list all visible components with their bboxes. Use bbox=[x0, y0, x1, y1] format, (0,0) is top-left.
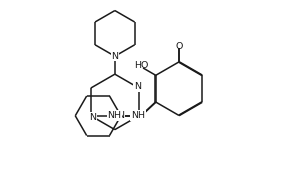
Text: N: N bbox=[117, 111, 124, 120]
Text: HO: HO bbox=[134, 61, 148, 70]
Text: NH: NH bbox=[131, 111, 145, 120]
Text: N: N bbox=[134, 82, 141, 91]
Text: N: N bbox=[134, 113, 141, 122]
Text: N: N bbox=[111, 52, 118, 61]
Text: O: O bbox=[175, 42, 183, 51]
Text: N: N bbox=[89, 113, 96, 122]
Text: NH: NH bbox=[107, 111, 121, 120]
